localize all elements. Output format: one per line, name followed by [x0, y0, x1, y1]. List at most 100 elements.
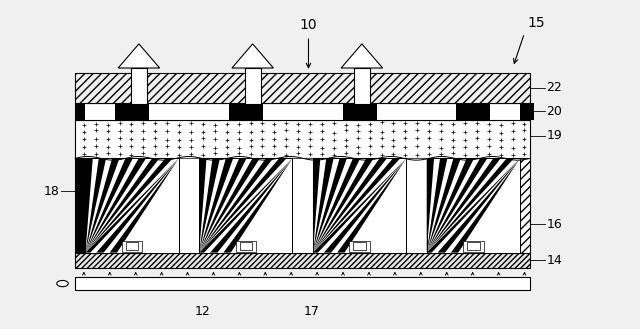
Bar [406, 158, 427, 253]
Bar [342, 103, 377, 120]
Bar [126, 242, 138, 250]
Polygon shape [85, 158, 179, 253]
Bar [406, 158, 427, 253]
Polygon shape [427, 158, 520, 253]
Bar [313, 158, 406, 253]
Polygon shape [427, 158, 447, 253]
Polygon shape [427, 158, 514, 253]
Polygon shape [199, 158, 292, 253]
Bar [76, 103, 85, 120]
Polygon shape [427, 158, 520, 253]
Bar [179, 158, 199, 253]
Polygon shape [85, 158, 179, 253]
Text: 22: 22 [547, 82, 562, 94]
Bar [85, 158, 179, 253]
Polygon shape [85, 158, 179, 253]
Polygon shape [313, 158, 406, 253]
Polygon shape [199, 158, 273, 253]
Polygon shape [451, 158, 520, 253]
Polygon shape [199, 158, 292, 253]
Bar [76, 277, 530, 290]
Polygon shape [199, 158, 233, 253]
Polygon shape [427, 158, 520, 253]
Text: 14: 14 [547, 254, 562, 267]
Polygon shape [313, 158, 320, 253]
Polygon shape [313, 158, 360, 253]
Circle shape [57, 280, 68, 287]
Text: 15: 15 [527, 16, 545, 30]
Polygon shape [199, 158, 292, 253]
Polygon shape [199, 158, 246, 253]
Text: 17: 17 [304, 305, 320, 318]
Polygon shape [313, 158, 347, 253]
Polygon shape [199, 158, 292, 253]
Polygon shape [427, 158, 520, 253]
Polygon shape [313, 158, 333, 253]
Polygon shape [313, 158, 406, 253]
Polygon shape [232, 44, 273, 68]
Polygon shape [85, 158, 146, 253]
Polygon shape [199, 158, 292, 253]
Polygon shape [223, 158, 292, 253]
Bar [199, 158, 292, 253]
Bar [179, 158, 199, 253]
Bar [292, 158, 313, 253]
Polygon shape [210, 158, 292, 253]
Polygon shape [427, 158, 434, 253]
Bar [122, 241, 142, 252]
Polygon shape [427, 158, 500, 253]
Text: 12: 12 [195, 305, 211, 318]
Polygon shape [85, 158, 132, 253]
Bar [236, 241, 256, 252]
Bar [463, 241, 484, 252]
Polygon shape [438, 158, 520, 253]
Bar [313, 158, 406, 253]
Bar [228, 103, 263, 120]
Polygon shape [199, 158, 207, 253]
Polygon shape [199, 158, 260, 253]
Text: 20: 20 [547, 105, 563, 118]
Bar [520, 103, 534, 120]
Polygon shape [199, 158, 292, 253]
Polygon shape [97, 158, 179, 253]
Bar [76, 73, 530, 103]
Polygon shape [313, 158, 406, 253]
Bar [349, 241, 370, 252]
Polygon shape [85, 158, 159, 253]
Polygon shape [118, 44, 159, 68]
Bar [76, 253, 530, 268]
Bar [76, 158, 85, 253]
Polygon shape [427, 158, 520, 253]
Polygon shape [199, 158, 220, 253]
Polygon shape [313, 158, 400, 253]
Polygon shape [313, 158, 406, 253]
Polygon shape [85, 158, 173, 253]
Polygon shape [337, 158, 406, 253]
Bar [131, 68, 147, 104]
Polygon shape [199, 158, 287, 253]
Bar [427, 158, 520, 253]
Polygon shape [313, 158, 406, 253]
Bar [199, 158, 292, 253]
Polygon shape [324, 158, 406, 253]
Polygon shape [85, 158, 179, 253]
Bar [354, 68, 370, 104]
Polygon shape [427, 158, 520, 253]
Polygon shape [313, 158, 387, 253]
Polygon shape [427, 158, 474, 253]
Bar [115, 103, 149, 120]
Bar [76, 158, 530, 253]
Polygon shape [427, 158, 487, 253]
Text: 19: 19 [547, 129, 562, 142]
Polygon shape [109, 158, 179, 253]
Bar [240, 242, 252, 250]
Bar [456, 103, 490, 120]
Polygon shape [85, 158, 179, 253]
Polygon shape [313, 158, 406, 253]
Polygon shape [85, 158, 93, 253]
Polygon shape [85, 158, 179, 253]
Polygon shape [85, 158, 120, 253]
Bar [76, 120, 530, 158]
Text: 10: 10 [300, 17, 317, 32]
Bar [427, 158, 520, 253]
